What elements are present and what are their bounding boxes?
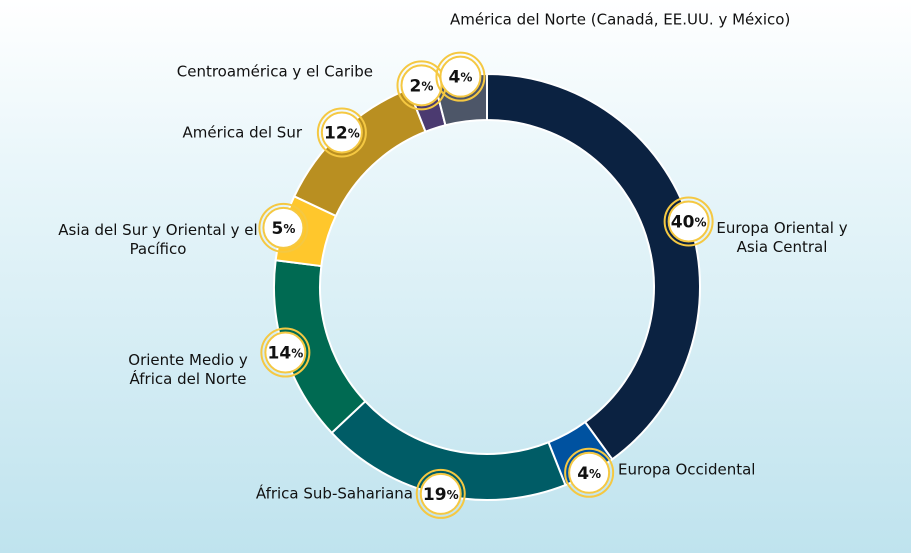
- value-label: 2%: [410, 76, 434, 96]
- category-label: Asia del Sur y Oriental y el Pacífico: [58, 221, 258, 258]
- value-label: 14%: [268, 344, 304, 364]
- value-label: 4%: [577, 464, 601, 484]
- category-label: Europa Occidental: [618, 460, 756, 479]
- badge: [667, 200, 710, 243]
- badge-ring: [415, 468, 466, 519]
- badge: [439, 55, 482, 98]
- category-label: Oriente Medio y África del Norte: [128, 351, 248, 388]
- badge-ring: [435, 51, 486, 102]
- value-label: 12%: [324, 123, 360, 143]
- category-label: África Sub-Sahariana: [255, 484, 413, 503]
- badge-ring: [663, 196, 714, 247]
- category-label: América del Norte (Canadá, EE.UU. y Méxi…: [450, 10, 791, 29]
- category-label: América del Sur: [182, 123, 302, 142]
- badge-ring: [564, 447, 615, 498]
- value-label: 19%: [423, 485, 459, 505]
- badge: [320, 111, 363, 154]
- badge: [568, 451, 611, 494]
- badge-ring: [260, 327, 311, 378]
- donut-segment: [292, 87, 427, 218]
- value-label: 5%: [271, 219, 295, 239]
- badge: [264, 331, 307, 374]
- value-label: 4%: [448, 68, 472, 88]
- value-label: 40%: [671, 212, 707, 232]
- category-label: Centroamérica y el Caribe: [176, 62, 373, 81]
- badge-ring: [258, 202, 309, 253]
- category-label: Europa Oriental y Asia Central: [716, 219, 848, 256]
- badge: [262, 206, 305, 249]
- donut-segment: [486, 72, 701, 461]
- badge-ring: [316, 107, 367, 158]
- badge: [419, 472, 462, 515]
